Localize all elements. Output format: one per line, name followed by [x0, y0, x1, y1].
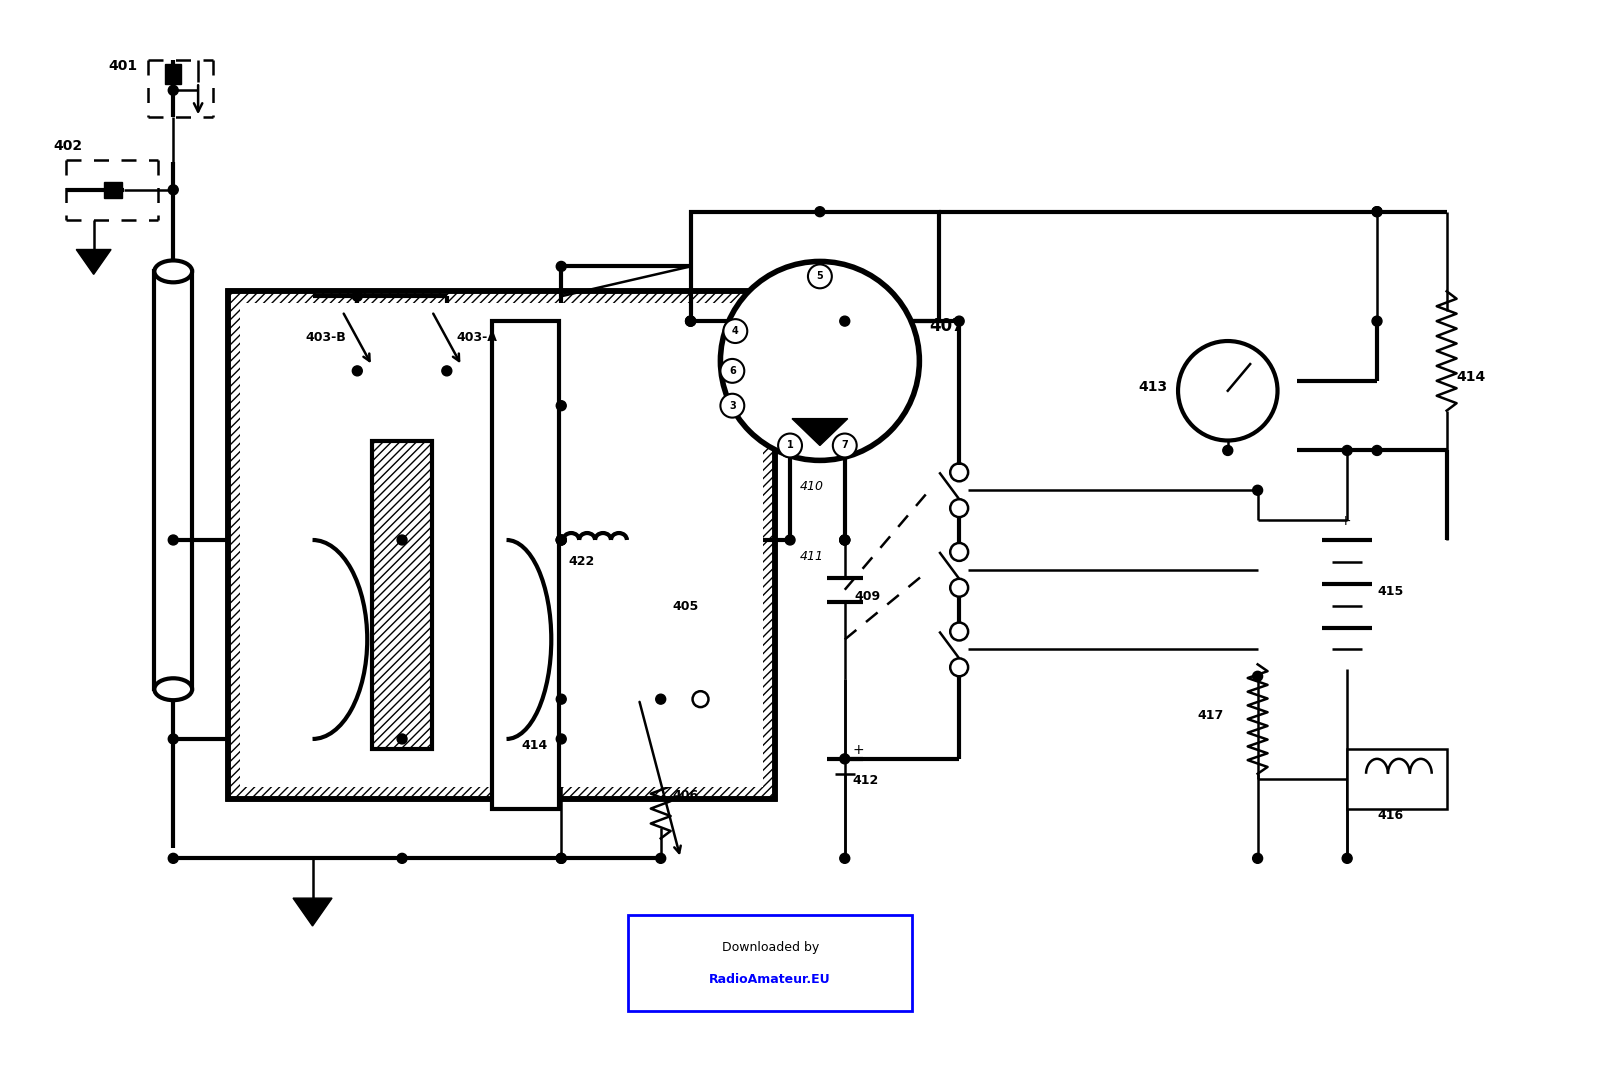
Text: 5: 5 — [816, 271, 824, 281]
Circle shape — [397, 735, 406, 744]
Text: 422: 422 — [568, 555, 595, 568]
Circle shape — [397, 853, 406, 864]
Circle shape — [808, 265, 832, 289]
Text: 413: 413 — [1138, 380, 1168, 394]
Text: 406: 406 — [672, 788, 699, 801]
Text: 402: 402 — [54, 139, 83, 153]
Circle shape — [1342, 446, 1352, 456]
Text: 412: 412 — [853, 773, 878, 786]
Circle shape — [656, 853, 666, 864]
Text: 1: 1 — [787, 440, 794, 450]
Polygon shape — [77, 250, 110, 275]
Bar — [373, 440, 432, 749]
Circle shape — [168, 735, 178, 744]
Circle shape — [352, 366, 362, 376]
Bar — [691, 212, 939, 321]
Bar — [154, 271, 192, 689]
Circle shape — [168, 185, 178, 195]
Circle shape — [1253, 671, 1262, 682]
Text: 403-B: 403-B — [306, 331, 346, 344]
Circle shape — [1253, 853, 1262, 864]
Circle shape — [786, 535, 795, 545]
Text: Downloaded by: Downloaded by — [722, 941, 819, 954]
Circle shape — [1373, 446, 1382, 456]
Ellipse shape — [154, 679, 192, 700]
Circle shape — [557, 695, 566, 704]
Text: RadioAmateur.EU: RadioAmateur.EU — [709, 974, 830, 987]
Ellipse shape — [154, 261, 192, 282]
Circle shape — [723, 319, 747, 342]
FancyBboxPatch shape — [627, 915, 912, 1010]
Circle shape — [557, 535, 566, 545]
Text: 411: 411 — [800, 550, 824, 563]
Text: 405: 405 — [672, 600, 699, 613]
Text: 403-A: 403-A — [456, 331, 498, 344]
Text: 410: 410 — [800, 480, 824, 493]
Bar — [104, 182, 122, 198]
Circle shape — [814, 207, 826, 216]
Circle shape — [954, 317, 965, 326]
Circle shape — [442, 366, 451, 376]
Circle shape — [685, 317, 696, 326]
Bar — [491, 321, 560, 809]
Circle shape — [557, 735, 566, 744]
Text: 6: 6 — [730, 366, 736, 376]
Text: +: + — [853, 743, 864, 757]
Bar — [227, 291, 774, 799]
Text: 416: 416 — [1378, 809, 1403, 822]
Polygon shape — [293, 898, 333, 926]
Circle shape — [557, 535, 566, 545]
Circle shape — [778, 434, 802, 458]
Circle shape — [1342, 853, 1352, 864]
Text: 407: 407 — [930, 317, 965, 335]
Text: 4: 4 — [731, 326, 739, 336]
Circle shape — [840, 853, 850, 864]
Circle shape — [1373, 207, 1382, 216]
Text: 415: 415 — [1378, 585, 1403, 598]
Circle shape — [840, 535, 850, 545]
Circle shape — [397, 535, 406, 545]
Text: 409: 409 — [854, 590, 882, 603]
Text: 417: 417 — [1198, 709, 1224, 722]
Text: 414: 414 — [1456, 369, 1486, 383]
Circle shape — [1253, 486, 1262, 495]
Circle shape — [168, 535, 178, 545]
Bar — [1347, 749, 1446, 809]
Circle shape — [656, 695, 666, 704]
Circle shape — [1178, 341, 1277, 440]
Circle shape — [1222, 446, 1232, 456]
Circle shape — [557, 853, 566, 864]
Text: 3: 3 — [730, 401, 736, 410]
Circle shape — [840, 754, 850, 764]
Bar — [227, 291, 774, 799]
Circle shape — [685, 317, 696, 326]
Text: 401: 401 — [109, 59, 138, 73]
Circle shape — [685, 317, 696, 326]
Bar — [165, 65, 181, 84]
Polygon shape — [792, 419, 848, 446]
Circle shape — [352, 291, 362, 302]
Circle shape — [720, 359, 744, 382]
Circle shape — [840, 535, 850, 545]
Text: 7: 7 — [842, 440, 848, 450]
Circle shape — [840, 317, 850, 326]
Circle shape — [557, 853, 566, 864]
Circle shape — [834, 434, 856, 458]
Circle shape — [1373, 317, 1382, 326]
Circle shape — [557, 535, 566, 545]
Bar — [240, 304, 763, 786]
Circle shape — [168, 853, 178, 864]
Circle shape — [1373, 207, 1382, 216]
Circle shape — [720, 262, 920, 460]
Text: 414: 414 — [522, 739, 547, 752]
Circle shape — [557, 262, 566, 271]
Text: +: + — [1339, 514, 1350, 528]
Circle shape — [557, 401, 566, 410]
Circle shape — [720, 394, 744, 418]
Circle shape — [840, 535, 850, 545]
Circle shape — [168, 85, 178, 95]
